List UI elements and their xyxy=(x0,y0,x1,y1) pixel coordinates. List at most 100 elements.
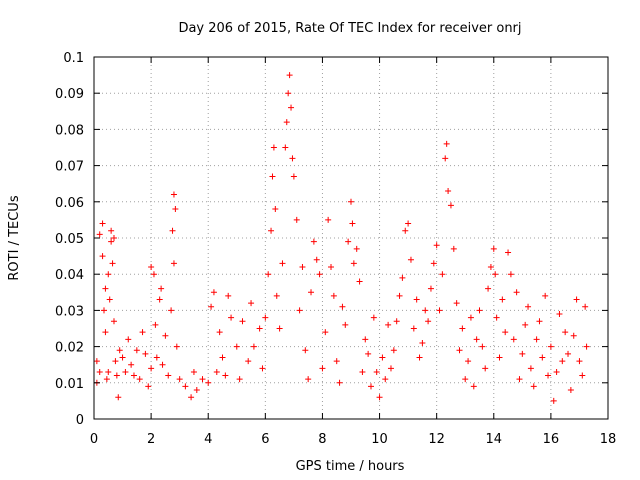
data-point xyxy=(128,361,135,368)
data-point xyxy=(210,289,217,296)
y-tick-labels: 0 0.01 0.02 0.03 0.04 0.05 0.06 0.07 0.08 0.09 0.1 xyxy=(55,51,84,428)
data-point xyxy=(373,368,380,375)
data-point xyxy=(159,361,166,368)
data-point xyxy=(93,358,100,365)
data-point xyxy=(182,383,189,390)
data-point xyxy=(268,227,275,234)
y-tick-label: 0.01 xyxy=(55,377,84,392)
data-point xyxy=(325,216,332,223)
data-point xyxy=(382,376,389,383)
data-point xyxy=(507,271,514,278)
data-point xyxy=(313,256,320,263)
data-point xyxy=(100,307,107,314)
data-point xyxy=(248,300,255,307)
chart-title: Day 206 of 2015, Rate Of TEC Index for r… xyxy=(178,21,521,36)
data-point xyxy=(356,278,363,285)
data-point xyxy=(353,245,360,252)
data-point xyxy=(102,329,109,336)
data-point xyxy=(536,318,543,325)
data-point xyxy=(330,292,337,299)
data-point xyxy=(305,376,312,383)
y-tick-label: 0.1 xyxy=(63,51,84,66)
data-point xyxy=(450,245,457,252)
data-point xyxy=(228,314,235,321)
data-point xyxy=(365,350,372,357)
data-point xyxy=(96,231,103,238)
y-tick-label: 0.05 xyxy=(55,232,84,247)
data-point xyxy=(342,321,349,328)
data-point xyxy=(456,347,463,354)
data-point xyxy=(499,296,506,303)
data-point xyxy=(467,314,474,321)
data-point xyxy=(270,144,277,151)
data-point xyxy=(99,220,106,227)
data-point xyxy=(116,347,123,354)
data-point xyxy=(562,329,569,336)
data-point xyxy=(103,376,110,383)
x-tick-label: 4 xyxy=(204,432,212,447)
data-point xyxy=(213,368,220,375)
data-point xyxy=(262,314,269,321)
data-point xyxy=(479,343,486,350)
data-point xyxy=(168,307,175,314)
data-point xyxy=(348,198,354,205)
data-point xyxy=(112,358,119,365)
data-point xyxy=(188,394,195,401)
data-point xyxy=(570,332,577,339)
data-point xyxy=(513,289,520,296)
x-tick-label: 18 xyxy=(600,432,617,447)
data-point xyxy=(505,249,512,256)
data-point xyxy=(413,296,420,303)
data-point xyxy=(142,350,149,357)
data-point xyxy=(407,256,414,263)
data-point xyxy=(447,202,454,209)
data-point xyxy=(316,271,323,278)
data-point xyxy=(319,365,326,372)
data-point xyxy=(399,274,406,281)
data-point xyxy=(349,220,356,227)
data-point xyxy=(99,253,106,260)
y-tick-label: 0.07 xyxy=(55,160,84,175)
data-point xyxy=(430,260,437,267)
data-point xyxy=(273,292,280,299)
data-point xyxy=(510,336,517,343)
data-point xyxy=(396,292,403,299)
data-point xyxy=(485,285,492,292)
data-point xyxy=(545,372,552,379)
x-tick-label: 6 xyxy=(261,432,269,447)
data-point xyxy=(422,307,429,314)
data-point xyxy=(333,358,340,365)
data-point xyxy=(350,260,357,267)
data-point xyxy=(158,285,165,292)
data-point xyxy=(362,336,369,343)
data-point xyxy=(256,325,263,332)
data-point xyxy=(419,339,426,346)
data-point xyxy=(165,372,172,379)
data-point xyxy=(148,263,155,270)
data-point xyxy=(289,155,296,162)
data-point xyxy=(113,372,120,379)
data-point xyxy=(130,372,137,379)
data-point xyxy=(265,271,272,278)
data-point xyxy=(433,242,440,249)
x-axis-label: GPS time / hours xyxy=(296,459,405,474)
data-point xyxy=(542,292,549,299)
data-point xyxy=(236,376,243,383)
data-point xyxy=(102,285,109,292)
data-point xyxy=(172,206,179,213)
data-point xyxy=(573,296,580,303)
data-point xyxy=(490,245,497,252)
data-point xyxy=(565,350,572,357)
data-point xyxy=(119,354,126,361)
data-point xyxy=(425,318,432,325)
data-point xyxy=(109,260,116,267)
data-point xyxy=(522,321,529,328)
data-point xyxy=(550,397,557,404)
data-point xyxy=(96,368,103,375)
data-point xyxy=(308,289,315,296)
data-point xyxy=(110,235,117,241)
x-tick-label: 8 xyxy=(318,432,326,447)
data-point xyxy=(379,354,386,361)
data-point xyxy=(376,394,383,401)
data-point xyxy=(322,329,329,336)
